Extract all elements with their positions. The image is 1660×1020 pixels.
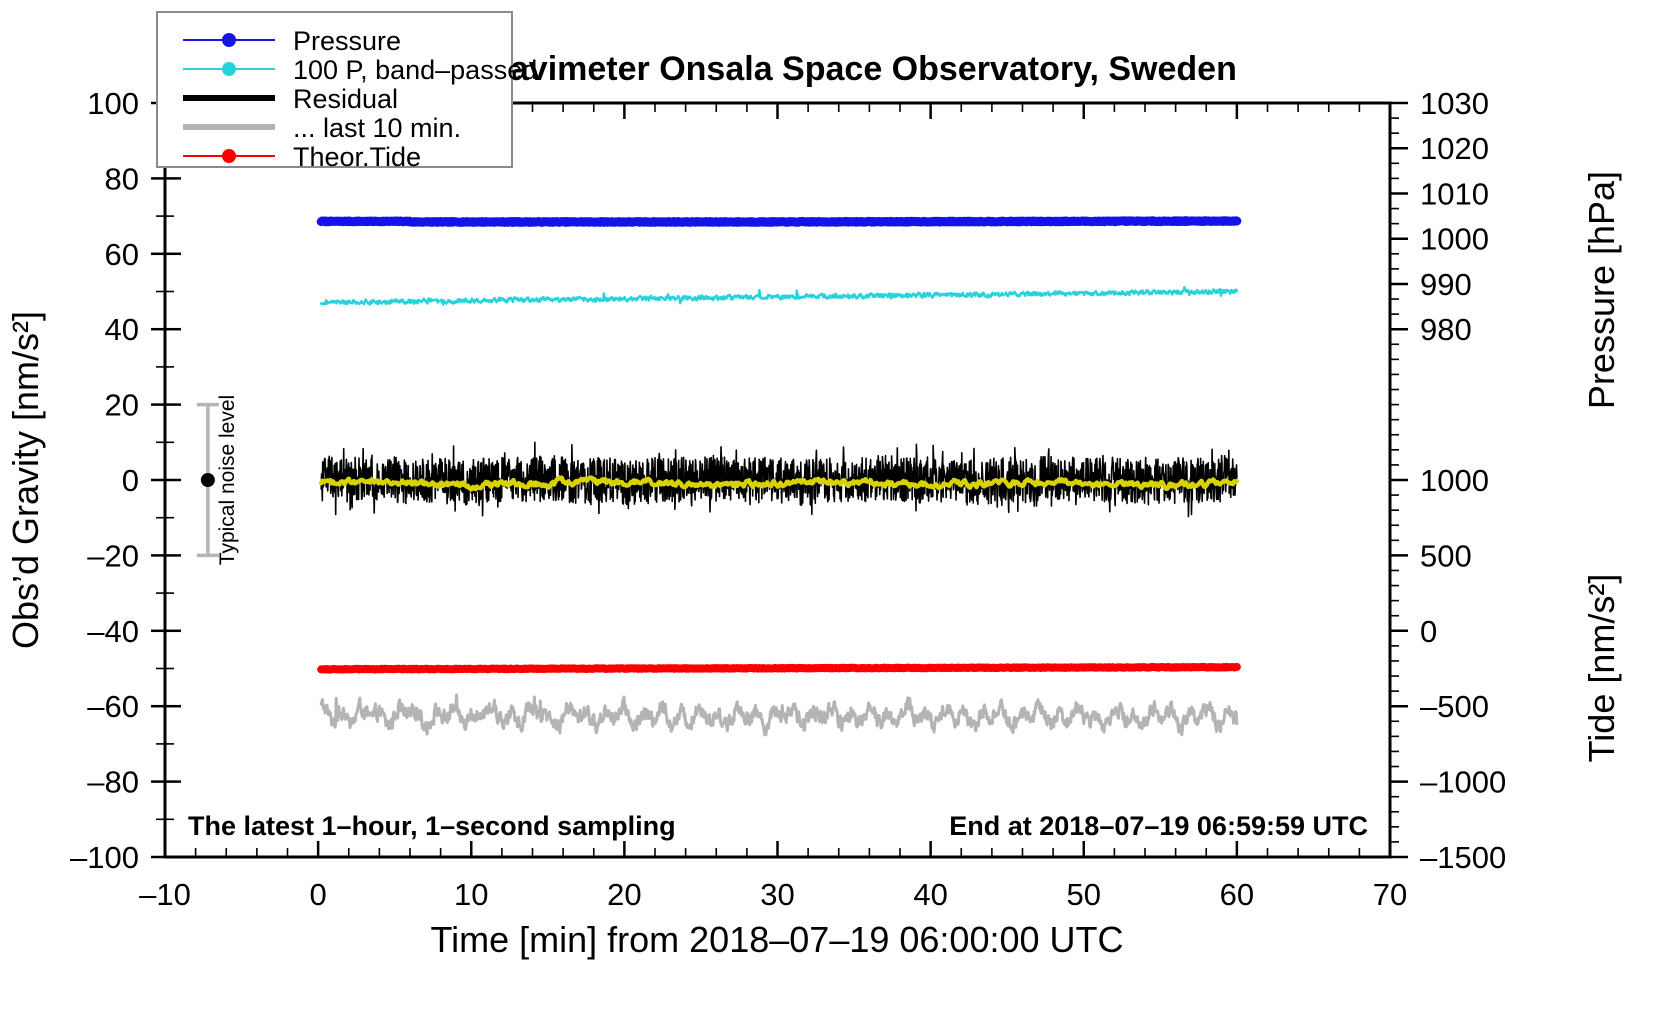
x-tick-label: 0 [310, 877, 327, 912]
trace-theor-tide [317, 662, 1241, 674]
legend-item: Pressure [183, 26, 401, 56]
tide-tick-label: 0 [1420, 614, 1437, 649]
y-tick-label: –100 [70, 840, 139, 875]
y-tick-label: 60 [105, 237, 139, 272]
typical-noise-marker: Typical noise level [196, 395, 239, 565]
legend-marker-dot [222, 33, 236, 47]
trace-residual-smoothed [318, 475, 1240, 492]
trace-pressure [316, 216, 1242, 227]
pressure-tick-label: 990 [1420, 267, 1472, 302]
x-tick-label: 20 [607, 877, 641, 912]
pressure-tick-label: 980 [1420, 312, 1472, 347]
x-tick-label: 10 [454, 877, 488, 912]
legend-marker-dot [222, 62, 236, 76]
y-tick-label: –20 [87, 538, 139, 573]
data-traces [316, 216, 1242, 737]
x-tick-label: 30 [760, 877, 794, 912]
y-tick-label: –60 [87, 689, 139, 724]
y-axis-title: Obs’d Gravity [nm/s²] [5, 311, 46, 649]
legend-label: Pressure [293, 26, 401, 56]
pressure-tick-label: 1020 [1420, 131, 1489, 166]
tide-axis-title: Tide [nm/s²] [1581, 574, 1622, 763]
y-axis-minor-ticks [156, 139, 174, 821]
legend-label: 100 P, band–passed [293, 55, 537, 85]
right-axis-minor-ticks [1390, 102, 1399, 858]
tide-tick-label: –1000 [1420, 765, 1506, 800]
trace-bandpassed [319, 285, 1239, 306]
y-tick-label: 40 [105, 312, 139, 347]
tide-tick-label: –500 [1420, 689, 1489, 724]
legend-item: ... last 10 min. [183, 113, 461, 143]
trace-last-10-min [319, 693, 1239, 737]
y-axis-ticks: –100 –80 –60 –40 –20 0 20 40 60 80 100 [70, 86, 181, 875]
tide-tick-label: 500 [1420, 538, 1472, 573]
tide-tick-label: 1000 [1420, 463, 1489, 498]
pressure-tick-label: 1000 [1420, 222, 1489, 257]
x-tick-label: 50 [1067, 877, 1101, 912]
noise-center-dot [200, 473, 215, 487]
pressure-axis-ticks: 980 990 1000 1010 1020 1030 [1390, 86, 1489, 347]
legend-marker-dot [222, 149, 236, 163]
legend-item: 100 P, band–passed [183, 55, 537, 85]
legend-label: ... last 10 min. [293, 113, 461, 143]
tide-tick-label: –1500 [1420, 840, 1506, 875]
legend-item: Theor.Tide [183, 142, 421, 172]
annotation-bottom-left: The latest 1–hour, 1–second sampling [188, 811, 676, 841]
y-tick-label: 100 [87, 86, 139, 121]
y-tick-label: –40 [87, 614, 139, 649]
x-tick-label: 60 [1220, 877, 1254, 912]
noise-marker-label: Typical noise level [216, 395, 239, 565]
y-tick-label: 0 [122, 463, 139, 498]
annotation-bottom-right: End at 2018–07–19 06:59:59 UTC [949, 811, 1368, 841]
x-tick-label: –10 [139, 877, 191, 912]
legend-label: Theor.Tide [293, 142, 421, 172]
pressure-axis-title: Pressure [hPa] [1581, 171, 1622, 409]
x-axis-minor-ticks [194, 103, 1361, 857]
x-axis-ticks: –10 0 10 20 30 40 50 60 70 [139, 103, 1407, 912]
pressure-tick-label: 1010 [1420, 176, 1489, 211]
legend-item: Residual [183, 84, 398, 114]
legend-label: Residual [293, 84, 398, 114]
y-tick-label: 20 [105, 388, 139, 423]
x-tick-label: 40 [913, 877, 947, 912]
pressure-tick-label: 1030 [1420, 86, 1489, 121]
legend-box [156, 11, 513, 168]
y-tick-label: 80 [105, 161, 139, 196]
x-axis-title: Time [min] from 2018–07–19 06:00:00 UTC [430, 919, 1123, 960]
x-tick-label: 70 [1373, 877, 1407, 912]
y-tick-label: –80 [87, 765, 139, 800]
